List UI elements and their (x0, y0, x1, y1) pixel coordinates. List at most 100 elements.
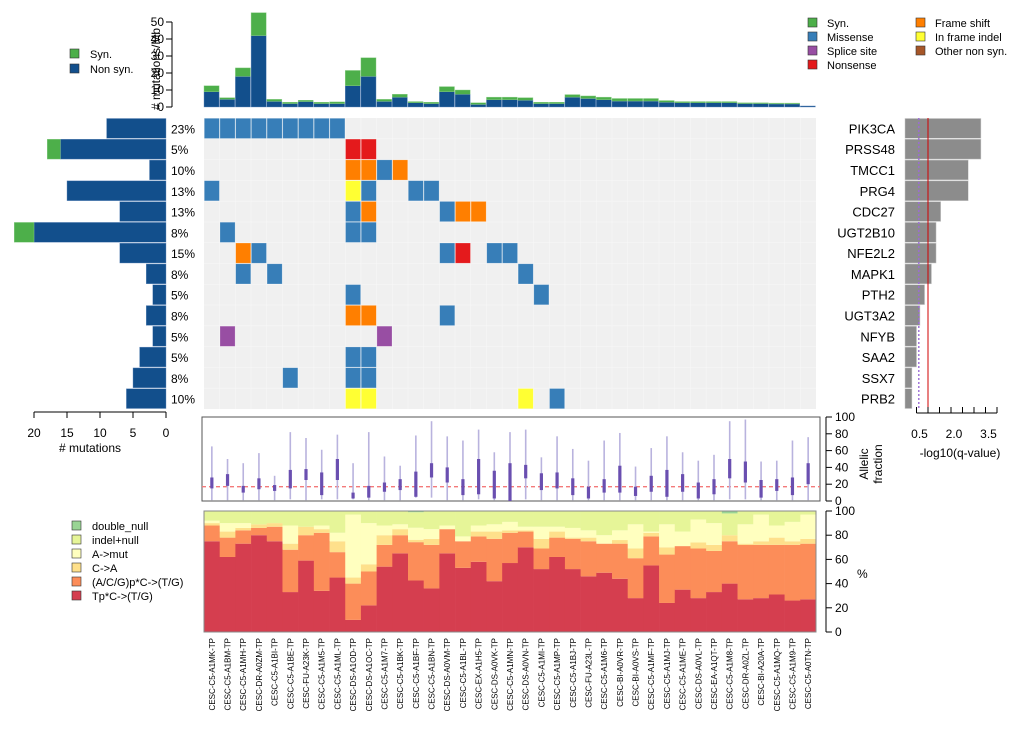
spectrum-segment (408, 580, 424, 632)
spectrum-segment (298, 535, 315, 561)
burden-bar-syn (737, 102, 753, 104)
spectrum-segment (690, 519, 707, 543)
burden-y-tick-label: 20 (151, 66, 165, 80)
mutation-matrix (204, 118, 816, 409)
gene-bar-nonsyn (126, 388, 167, 409)
gene-bar-nonsyn (145, 263, 167, 284)
spectrum-segment (768, 594, 785, 632)
sample-label: CESC-C5-A1MJ-TP (663, 638, 672, 709)
spectrum-segment (596, 535, 613, 544)
allelic-y-tick-label: 0 (835, 494, 842, 508)
spectrum-segment (486, 581, 503, 632)
burden-bar-syn (329, 101, 345, 104)
burden-y-tick-label: 50 (151, 15, 165, 29)
qvalue-bar (904, 222, 937, 243)
gene-pct-label: 5% (171, 143, 189, 157)
spectrum-segment (784, 521, 801, 542)
sample-label: CESC-C5-A1M6-TP (600, 638, 609, 710)
gene-pct-label: 13% (171, 206, 195, 220)
sample-label: CESC-C5-A1BK-TP (396, 638, 405, 709)
spectrum-segment (674, 546, 691, 590)
spectrum-segment (329, 511, 346, 533)
allelic-fraction-chart: 0 20 40 60 80 100 (201, 410, 855, 508)
spectrum-segment (517, 547, 534, 632)
spectrum-segment (753, 511, 770, 515)
spectrum-segment (753, 598, 770, 632)
spectrum-segment (345, 619, 362, 632)
matrix-cell-missense (360, 180, 377, 202)
spectrum-segment (800, 511, 817, 515)
sample-label: CESC-C5-A1MF-TP (647, 638, 656, 710)
spectrum-segment (282, 511, 299, 526)
spectrum-segment (345, 577, 362, 584)
spectrum-legend-label: C->A (92, 563, 118, 575)
spectrum-segment (204, 523, 220, 526)
matrix-cell-in-frame-indel (517, 388, 534, 409)
spectrum-segment (706, 550, 723, 593)
spectrum-segment (674, 531, 691, 547)
spectrum-segment (690, 511, 707, 520)
spectrum-segment (737, 544, 754, 600)
matrix-cell-missense (360, 346, 377, 368)
spectrum-segment (439, 553, 456, 632)
spectrum-segment (643, 565, 660, 632)
mutation-legend-label: In frame indel (935, 32, 1002, 44)
sample-label: CESC-C5-A1MI-TP (537, 638, 546, 707)
spectrum-segment (376, 544, 393, 567)
gene-bar-nonsyn (66, 180, 167, 201)
matrix-cell-missense (502, 242, 518, 264)
matrix-cell-missense (251, 242, 267, 264)
spectrum-legend-swatch (71, 562, 82, 573)
spectrum-segment (204, 541, 220, 632)
spectrum-segment (643, 536, 660, 566)
burden-bar-nonsyn (345, 85, 361, 108)
spectrum-legend: double_null indel+null A->mut C->A (A/C/G)p*… (71, 520, 183, 603)
gene-bar-nonsyn (119, 201, 167, 222)
sample-label: CESC-EX-A1H5-TP (475, 638, 484, 709)
sample-label: CESC-C5-A1M8-TP (726, 638, 735, 710)
matrix-cell-frame-shift (235, 242, 252, 264)
spectrum-segment (329, 532, 346, 542)
burden-bar-nonsyn (282, 103, 298, 108)
spectrum-segment (408, 539, 424, 543)
gene-name-label: SAA2 (862, 350, 895, 365)
burden-bar-nonsyn (753, 103, 769, 108)
matrix-cell-missense (298, 118, 314, 139)
matrix-cell-missense (219, 221, 236, 243)
matrix-cell-frame-shift (470, 201, 487, 222)
burden-bar-syn (423, 102, 439, 104)
matrix-cell-missense (486, 242, 503, 264)
spectrum-segment (313, 529, 330, 533)
burden-bar-nonsyn (423, 103, 439, 108)
burden-bar-nonsyn (439, 91, 455, 108)
spectrum-y-tick-label: 80 (835, 528, 849, 542)
spectrum-segment (502, 532, 519, 564)
spectrum-legend-label: double_null (92, 521, 148, 533)
burden-bar-syn (690, 101, 706, 103)
spectrum-segment (408, 511, 424, 513)
sample-label: CESC-C5-A0TN-TP (804, 638, 813, 709)
spectrum-segment (517, 526, 534, 531)
gene-name-label: PTH2 (862, 288, 895, 303)
matrix-cell-missense (251, 118, 267, 139)
spectrum-segment (721, 511, 738, 514)
spectrum-segment (423, 529, 440, 539)
spectrum-segment (376, 535, 393, 545)
gene-bar-nonsyn (106, 118, 167, 139)
gene-name-label: PRB2 (861, 392, 895, 407)
spectrum-segment (251, 524, 268, 528)
spectrum-segment (376, 511, 393, 526)
burden-bar-syn (313, 102, 330, 104)
burden-bar-nonsyn (454, 94, 471, 108)
matrix-cell-missense (345, 284, 361, 306)
spectrum-segment (643, 532, 660, 537)
spectrum-segment (392, 529, 409, 536)
spectrum-segment (408, 542, 424, 581)
burden-y-tick-label: 0 (157, 100, 164, 114)
qvalue-bar (904, 305, 921, 326)
spectrum-segment (470, 536, 487, 562)
spectrum-segment (659, 554, 676, 603)
spectrum-segment (564, 537, 581, 539)
spectrum-segment (329, 541, 346, 553)
sample-label: CESC-C5-A1BN-TP (428, 638, 437, 710)
